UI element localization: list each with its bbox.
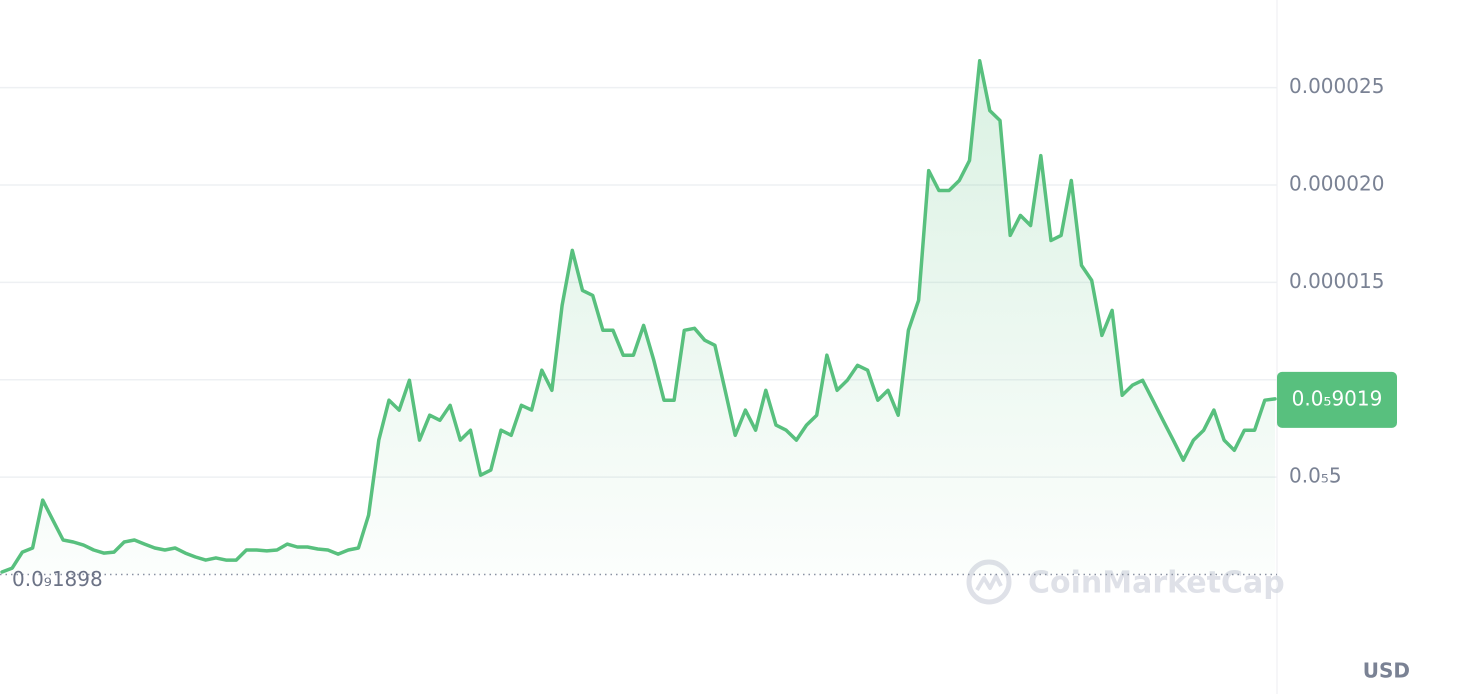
y-tick-label: 0.0₅5 xyxy=(1289,464,1342,488)
current-price-label: 0.0₅9019 xyxy=(1292,386,1383,410)
y-tick-label: 0.000015 xyxy=(1289,269,1384,293)
price-line xyxy=(0,59,1277,574)
y-tick-label: 0.000025 xyxy=(1289,74,1384,98)
y-axis: 0.0₅5 0.000015 0.000020 0.000025 0.0₅9019 xyxy=(1277,74,1397,488)
current-price-badge xyxy=(1277,371,1397,428)
y-tick-label: 0.000020 xyxy=(1289,172,1384,196)
price-area xyxy=(2,60,1275,575)
min-price-label: 0.0₉1898 xyxy=(12,567,103,591)
plot: 0.0₉1898 xyxy=(0,59,1277,591)
currency-label: USD xyxy=(1363,659,1410,683)
